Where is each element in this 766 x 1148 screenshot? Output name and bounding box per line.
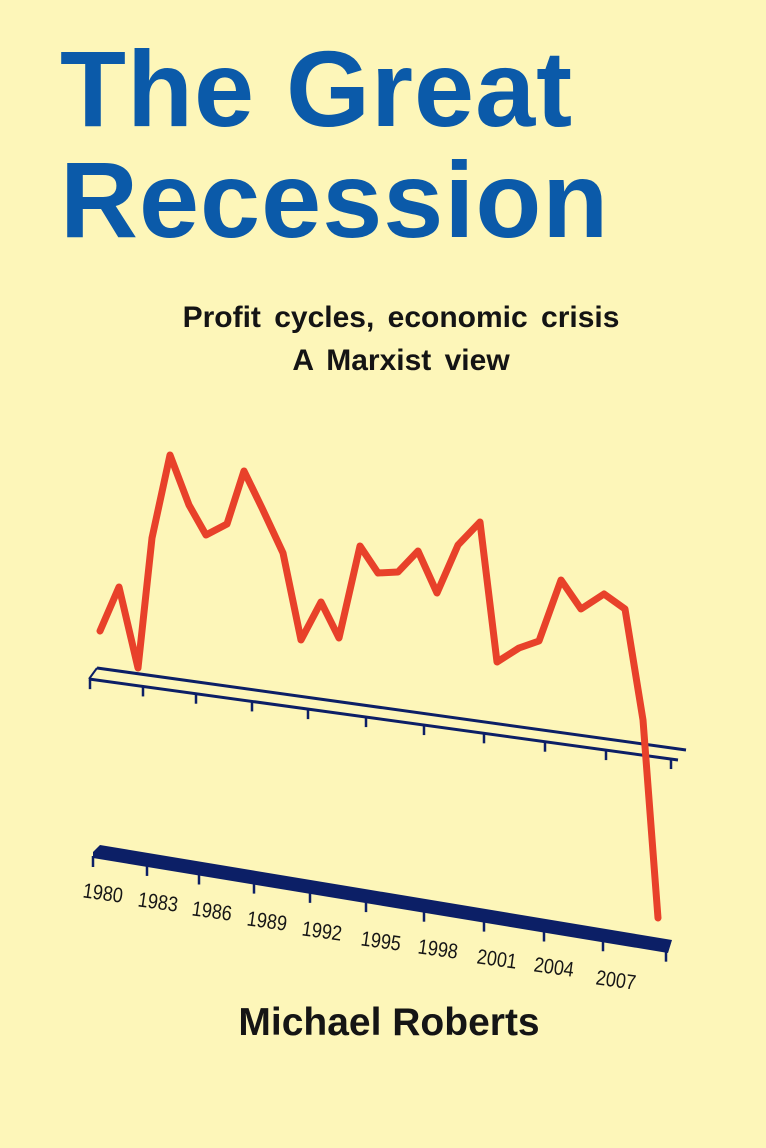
author-name: Michael Roberts bbox=[238, 1001, 540, 1044]
title-line-2: Recession bbox=[60, 139, 610, 260]
year-label: 1995 bbox=[359, 927, 402, 956]
year-label: 2004 bbox=[532, 953, 575, 982]
year-label: 2001 bbox=[475, 945, 518, 974]
title-line-1: The Great bbox=[60, 28, 574, 149]
year-label: 2007 bbox=[594, 966, 637, 995]
year-label: 1989 bbox=[245, 907, 288, 936]
upper-axis bbox=[88, 666, 687, 770]
profit-line bbox=[96, 451, 662, 922]
upper-axis-ticks bbox=[88, 679, 673, 770]
year-label: 1992 bbox=[300, 917, 343, 946]
lower-axis bbox=[91, 845, 672, 962]
x-axis-labels: 1980 1983 1986 1989 1992 1995 1998 2001 2004 2007 bbox=[81, 879, 637, 995]
subtitle-line-2: A Marxist view bbox=[292, 344, 510, 377]
year-label: 1980 bbox=[81, 879, 124, 908]
subtitle-line-1: Profit cycles, economic crisis bbox=[182, 301, 620, 334]
lower-axis-ticks bbox=[91, 856, 668, 962]
year-label: 1998 bbox=[416, 935, 459, 964]
year-label: 1986 bbox=[190, 897, 233, 926]
year-label: 1983 bbox=[136, 888, 179, 917]
